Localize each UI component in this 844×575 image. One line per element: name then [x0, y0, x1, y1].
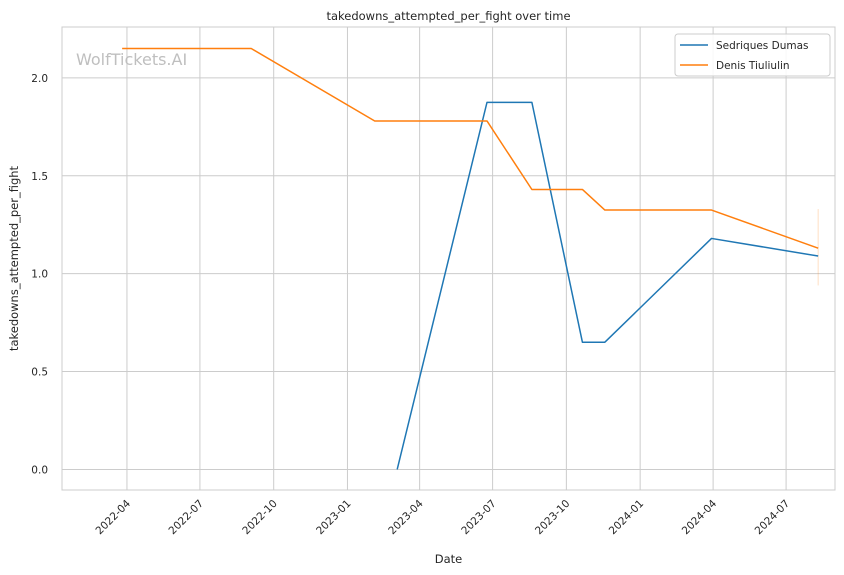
y-axis: 0.0 0.5 1.0 1.5 2.0 [31, 73, 48, 477]
x-tick-label: 2023-07 [459, 498, 499, 538]
x-tick-label: 2024-07 [753, 498, 793, 538]
plot-area [61, 26, 836, 491]
x-tick-label: 2023-01 [314, 498, 354, 538]
x-axis: 2022-04 2022-07 2022-10 2023-01 2023-04 2023-… [94, 497, 793, 537]
legend-entry-denis-tiuliulin: Denis Tiuliulin [716, 60, 790, 72]
y-axis-label: takedowns_attempted_per_fight [7, 165, 21, 351]
series-layer [122, 47, 819, 470]
legend-entry-sedriques-dumas: Sedriques Dumas [716, 40, 809, 52]
x-tick-label: 2022-07 [167, 498, 207, 538]
x-axis-label: Date [435, 552, 463, 566]
y-tick-label: 2.0 [31, 73, 48, 85]
x-tick-label: 2022-10 [240, 498, 280, 538]
y-tick-label: 1.0 [31, 269, 48, 281]
x-tick-label: 2024-01 [607, 498, 647, 538]
chart-title: takedowns_attempted_per_fight over time [326, 9, 570, 23]
y-tick-label: 0.0 [31, 464, 48, 476]
grid [62, 27, 835, 490]
legend-box [674, 33, 831, 77]
x-tick-label: 2024-04 [680, 497, 720, 537]
series-line-denis-tiuliulin [122, 47, 819, 249]
watermark: WolfTickets.AI [76, 50, 187, 69]
x-tick-label: 2023-10 [533, 498, 573, 538]
y-tick-label: 1.5 [31, 171, 48, 183]
legend: Sedriques Dumas Denis Tiuliulin [674, 33, 831, 77]
x-tick-label: 2022-04 [94, 497, 134, 537]
x-tick-label: 2023-04 [386, 497, 426, 537]
y-tick-label: 0.5 [31, 367, 48, 379]
series-line-sedriques-dumas [396, 101, 819, 470]
